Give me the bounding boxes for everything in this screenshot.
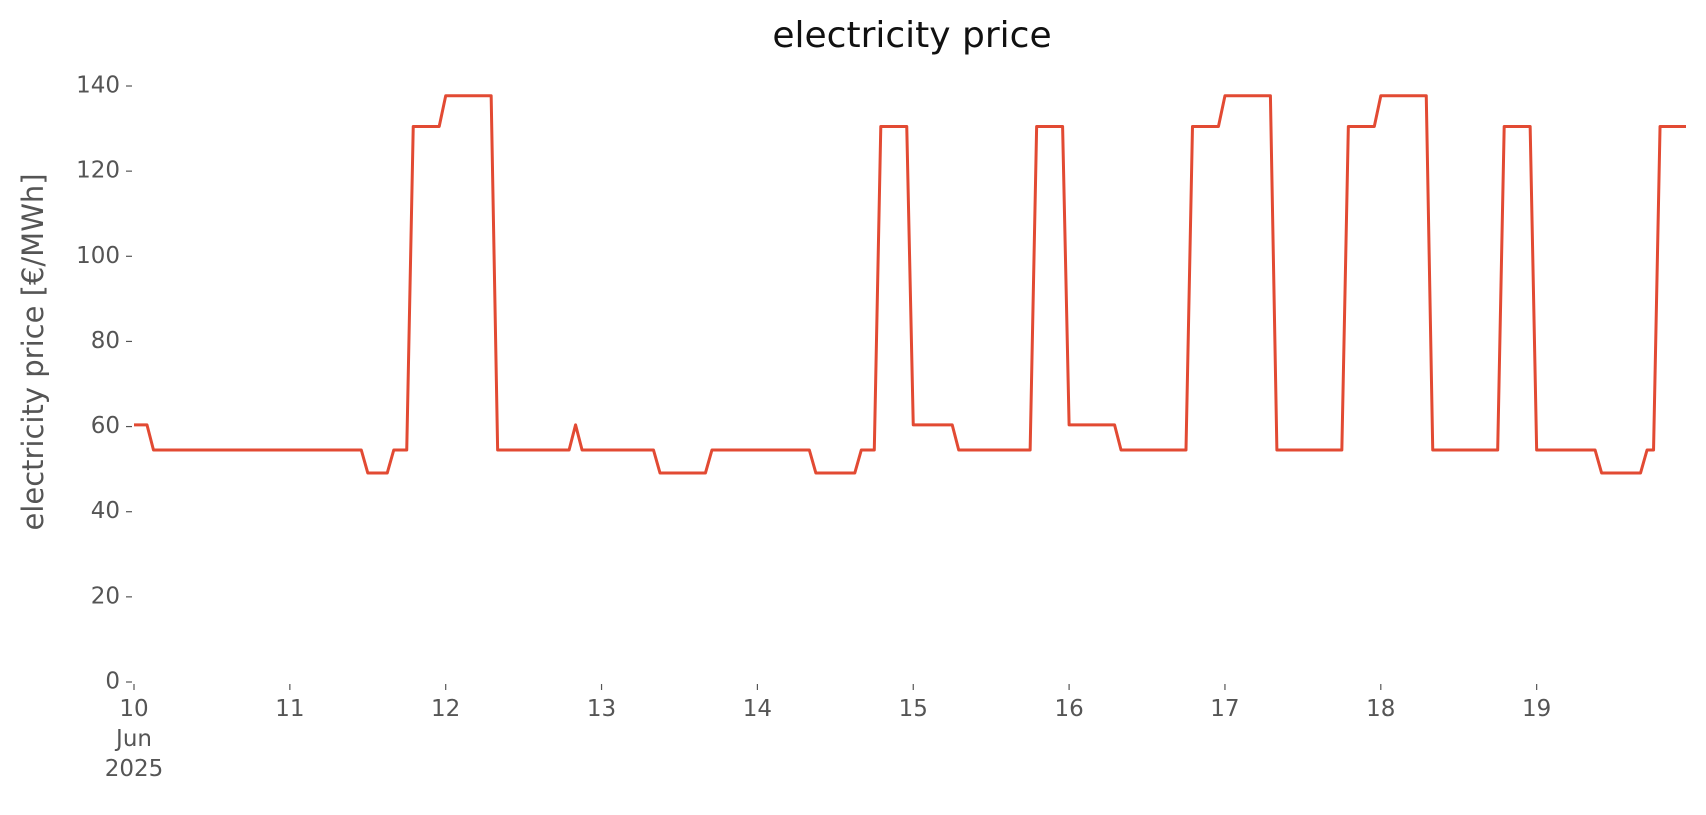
y-tick-label: 100 — [76, 243, 120, 269]
x-tick-label: 12 — [431, 696, 461, 722]
line-series — [134, 94, 1686, 475]
y-tick-label: 140 — [76, 73, 120, 99]
x-tick-label: 15 — [898, 696, 928, 722]
y-tick-label: 0 — [105, 669, 120, 695]
y-tick-label: 20 — [91, 583, 120, 609]
x-tick-label: 18 — [1366, 696, 1396, 722]
x-tick-label: 10 Jun 2025 — [104, 696, 164, 782]
x-tick-label: 14 — [742, 696, 773, 722]
chart-title: electricity price — [772, 15, 1051, 56]
y-tick-label: 40 — [91, 498, 120, 524]
x-tick-label: 19 — [1522, 696, 1552, 722]
y-tick-label: 80 — [91, 328, 120, 354]
y-tick-label: 60 — [91, 413, 120, 439]
y-tick-label: 120 — [76, 158, 120, 184]
x-tick-label: 16 — [1054, 696, 1084, 722]
x-tick-label: 17 — [1210, 696, 1240, 722]
x-tick-label: 11 — [275, 696, 305, 722]
y-axis-label: electricity price [€/MWh] — [16, 173, 50, 530]
x-tick-label: 13 — [586, 696, 617, 722]
